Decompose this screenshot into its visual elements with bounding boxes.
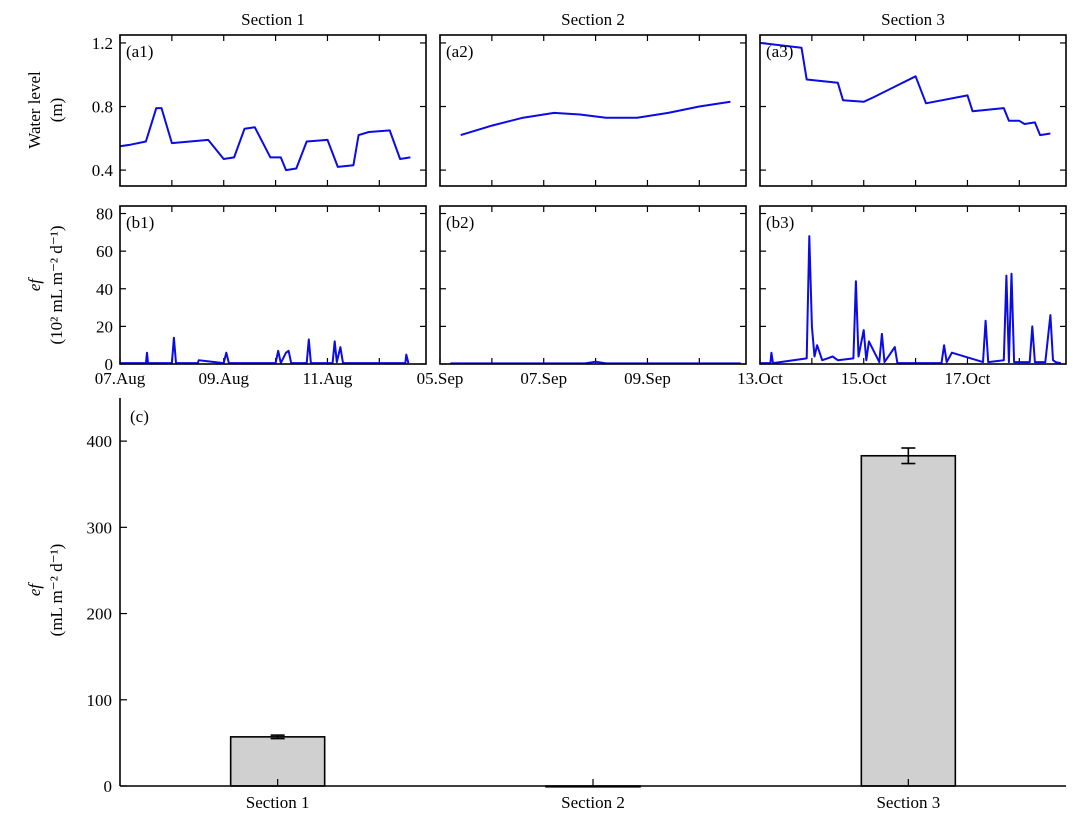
x-tick-label: Section 1 — [246, 793, 310, 812]
x-tick-label: 15.Oct — [841, 369, 887, 388]
y-tick-label: 20 — [96, 317, 113, 336]
panel-title: Section 3 — [881, 10, 945, 29]
x-tick-label: Section 2 — [561, 793, 625, 812]
y-axis-title: Water level — [25, 71, 44, 149]
y-axis-label-a: Water level (m) — [25, 71, 66, 149]
x-tick-label: 05.Sep — [417, 369, 464, 388]
y-tick-label: 40 — [96, 280, 113, 299]
panel-a1: 0.4 0.8 1.2 (a1) Section 1 — [92, 10, 427, 187]
y-tick-label: 80 — [96, 205, 113, 224]
panel-label: (b1) — [126, 213, 154, 232]
panel-title: Section 1 — [241, 10, 305, 29]
y-axis-title: ef — [25, 582, 44, 597]
axes-frame — [759, 205, 1067, 365]
y-tick-label: 1.2 — [92, 34, 113, 53]
panel-b2: 05.Sep 07.Sep 09.Sep (b2) — [417, 205, 747, 388]
panel-label: (a3) — [766, 42, 793, 61]
y-tick-label: 400 — [87, 432, 113, 451]
series-line-a2 — [460, 100, 731, 137]
y-axis-unit: (mL m⁻² d⁻¹) — [47, 544, 66, 637]
y-axis-unit: (10² mL m⁻² d⁻¹) — [47, 225, 66, 344]
panel-label: (a2) — [446, 42, 473, 61]
panel-label: (a1) — [126, 42, 153, 61]
y-tick-label: 0.4 — [92, 161, 114, 180]
x-tick-label: 07.Aug — [95, 369, 146, 388]
axes-frame — [119, 205, 427, 365]
axes-frame — [439, 34, 747, 187]
series-line-b3 — [760, 235, 1061, 365]
y-axis-label-c: ef (mL m⁻² d⁻¹) — [25, 544, 66, 637]
y-axis-label-b: ef (10² mL m⁻² d⁻¹) — [25, 225, 66, 344]
panel-c: 0 100 200 300 400 Section 1 Section 2 Section 3… — [87, 398, 1066, 812]
bar — [229, 736, 326, 787]
panel-label: (b2) — [446, 213, 474, 232]
y-tick-label: 100 — [87, 691, 113, 710]
x-tick-label: 07.Sep — [520, 369, 567, 388]
y-axis-title: ef — [25, 277, 44, 292]
series-line-a1 — [119, 107, 411, 172]
x-tick-label: 17.Oct — [945, 369, 991, 388]
y-tick-label: 0 — [105, 355, 114, 374]
axes-frame — [759, 34, 1067, 187]
panel-a3: (a3) Section 3 — [759, 10, 1067, 187]
y-tick-label: 60 — [96, 242, 113, 261]
x-tick-label: Section 3 — [876, 793, 940, 812]
panel-a2: (a2) Section 2 — [439, 10, 747, 187]
panel-label: (b3) — [766, 213, 794, 232]
axes-frame — [119, 34, 427, 187]
panel-b3: 13.Oct 15.Oct 17.Oct (b3) — [737, 205, 1067, 388]
panel-b1: 0 20 40 60 80 07.Aug 09.Aug 11.Aug (b1) — [95, 205, 427, 388]
y-tick-label: 0 — [104, 777, 113, 796]
bar — [860, 454, 957, 787]
axes-frame — [439, 205, 747, 365]
x-tick-label: 13.Oct — [737, 369, 783, 388]
x-tick-label: 09.Aug — [198, 369, 249, 388]
y-tick-label: 200 — [87, 605, 113, 624]
y-tick-label: 300 — [87, 518, 113, 537]
series-line-a3 — [759, 41, 1051, 137]
series-line-b1 — [120, 336, 410, 365]
y-axis-unit: (m) — [47, 98, 66, 123]
panel-title: Section 2 — [561, 10, 625, 29]
y-tick-label: 0.8 — [92, 98, 113, 117]
panel-label: (c) — [130, 407, 149, 426]
x-tick-label: 09.Sep — [624, 369, 671, 388]
x-tick-label: 11.Aug — [303, 369, 353, 388]
